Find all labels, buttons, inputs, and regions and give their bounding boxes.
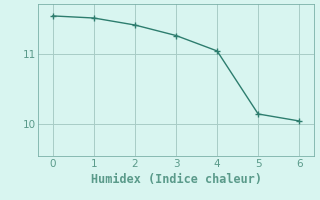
X-axis label: Humidex (Indice chaleur): Humidex (Indice chaleur) xyxy=(91,173,261,186)
